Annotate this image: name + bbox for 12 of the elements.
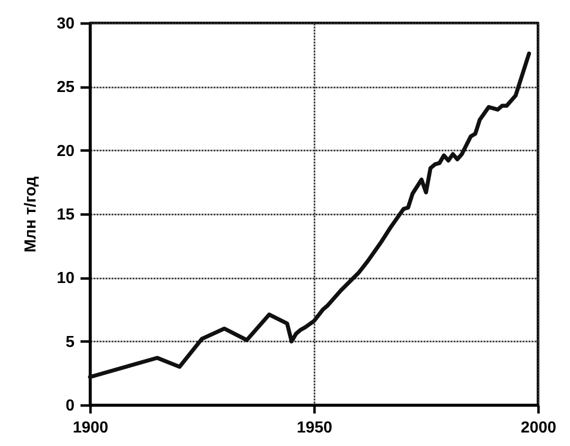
- x-tick-label: 1900: [72, 420, 108, 436]
- y-tick-label: 10: [56, 270, 75, 288]
- y-tick-label: 5: [66, 334, 75, 351]
- y-tick-label: 25: [56, 79, 75, 96]
- x-tick-label: 2000: [520, 420, 556, 436]
- y-tick-label: 0: [66, 398, 75, 414]
- y-tick-label: 30: [56, 16, 75, 32]
- y-axis-title: Млн т/год: [22, 176, 40, 253]
- line-series: [88, 52, 532, 379]
- y-tick-label: 15: [56, 206, 75, 224]
- y-tick-label: 20: [56, 142, 75, 160]
- x-tick-label: 1950: [296, 420, 332, 436]
